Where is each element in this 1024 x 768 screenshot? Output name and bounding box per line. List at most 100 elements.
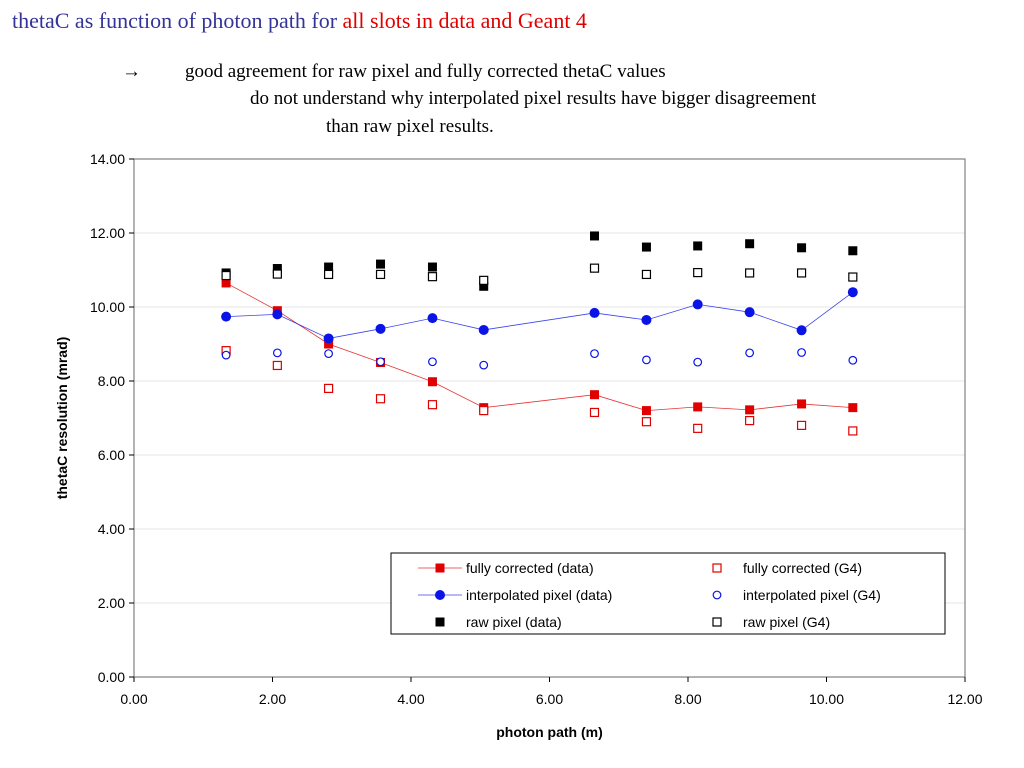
legend-label: interpolated pixel (data) bbox=[466, 587, 612, 603]
data-point-series-0 bbox=[693, 402, 703, 412]
data-point-series-5 bbox=[589, 263, 600, 273]
data-point-series-3 bbox=[745, 348, 755, 358]
arrow-icon: → bbox=[122, 61, 141, 82]
data-point-series-1 bbox=[323, 383, 334, 393]
legend-label: fully corrected (data) bbox=[466, 560, 594, 576]
y-tick-label: 4.00 bbox=[98, 521, 125, 537]
data-point-series-5 bbox=[323, 269, 334, 280]
slide-title-part2: all slots in data and Geant 4 bbox=[342, 8, 587, 33]
data-point-series-5 bbox=[745, 268, 755, 278]
data-point-series-1 bbox=[641, 417, 652, 427]
data-point-series-2 bbox=[692, 299, 703, 310]
data-point-series-4 bbox=[376, 259, 386, 269]
data-point-series-0 bbox=[848, 403, 858, 413]
data-point-series-4 bbox=[693, 241, 703, 251]
note-line-1: good agreement for raw pixel and fully c… bbox=[185, 61, 666, 82]
note-line-2: do not understand why interpolated pixel… bbox=[250, 88, 817, 109]
data-point-series-0 bbox=[590, 390, 600, 400]
data-point-series-1 bbox=[848, 426, 858, 436]
data-point-series-3 bbox=[797, 348, 806, 357]
data-point-series-4 bbox=[797, 243, 807, 253]
data-point-series-3 bbox=[376, 357, 385, 367]
legend-marker bbox=[435, 563, 445, 573]
data-point-series-4 bbox=[745, 239, 755, 249]
data-point-series-5 bbox=[693, 267, 703, 278]
data-point-series-0 bbox=[641, 406, 651, 416]
data-point-series-5 bbox=[221, 270, 231, 281]
series-line-2 bbox=[226, 291, 854, 339]
data-point-series-5 bbox=[427, 272, 438, 282]
data-point-series-0 bbox=[427, 377, 437, 387]
legend-marker bbox=[712, 590, 722, 600]
legend-label: raw pixel (data) bbox=[466, 614, 562, 630]
data-point-series-2 bbox=[847, 287, 858, 298]
data-point-series-5 bbox=[479, 275, 489, 285]
data-point-series-2 bbox=[478, 324, 489, 335]
y-tick-label: 0.00 bbox=[98, 669, 125, 685]
legend-marker bbox=[712, 563, 722, 573]
legend-label: raw pixel (G4) bbox=[743, 614, 830, 630]
data-point-series-4 bbox=[427, 262, 437, 272]
legend-marker bbox=[435, 590, 445, 600]
data-point-series-0 bbox=[221, 278, 231, 288]
data-point-series-1 bbox=[427, 400, 438, 410]
data-point-series-0 bbox=[745, 405, 755, 415]
legend-marker bbox=[435, 617, 445, 627]
data-point-series-5 bbox=[375, 269, 386, 280]
data-point-series-1 bbox=[375, 394, 386, 404]
legend-label: fully corrected (G4) bbox=[743, 560, 862, 576]
data-point-series-3 bbox=[479, 360, 489, 370]
data-point-series-3 bbox=[848, 355, 858, 365]
data-point-series-4 bbox=[590, 231, 600, 241]
data-point-series-2 bbox=[796, 325, 807, 336]
data-point-series-1 bbox=[272, 360, 282, 371]
data-point-series-0 bbox=[797, 399, 807, 409]
y-tick-label: 10.00 bbox=[90, 299, 125, 315]
slide-title-part1: thetaC as function of photon path for bbox=[12, 8, 343, 33]
note-line-3: than raw pixel results. bbox=[326, 116, 494, 137]
data-point-series-4 bbox=[848, 246, 858, 256]
y-tick-label: 2.00 bbox=[98, 595, 125, 611]
data-point-series-5 bbox=[272, 269, 282, 279]
x-tick-label: 0.00 bbox=[120, 691, 147, 707]
slide-title: thetaC as function of photon path for al… bbox=[12, 8, 587, 34]
data-point-series-5 bbox=[641, 269, 652, 280]
data-point-series-5 bbox=[848, 272, 858, 282]
series-line-0 bbox=[225, 282, 853, 412]
data-point-series-3 bbox=[272, 348, 282, 358]
x-tick-label: 12.00 bbox=[947, 691, 982, 707]
data-point-series-3 bbox=[428, 357, 437, 367]
x-tick-label: 10.00 bbox=[809, 691, 844, 707]
data-point-series-1 bbox=[479, 406, 489, 416]
x-tick-label: 6.00 bbox=[536, 691, 563, 707]
data-point-series-2 bbox=[744, 307, 755, 318]
data-point-series-4 bbox=[324, 262, 334, 272]
legend-marker bbox=[712, 617, 722, 627]
data-point-series-1 bbox=[589, 407, 600, 418]
data-point-series-2 bbox=[375, 323, 386, 334]
data-point-series-3 bbox=[693, 357, 703, 367]
data-point-series-1 bbox=[796, 420, 807, 430]
legend bbox=[390, 552, 946, 635]
y-tick-label: 12.00 bbox=[90, 225, 125, 241]
data-point-series-2 bbox=[641, 314, 652, 325]
data-point-series-5 bbox=[796, 268, 807, 278]
x-tick-label: 4.00 bbox=[397, 691, 424, 707]
data-point-series-2 bbox=[589, 307, 600, 318]
data-point-series-3 bbox=[642, 355, 651, 365]
data-point-series-2 bbox=[221, 311, 232, 322]
data-point-series-3 bbox=[221, 350, 231, 360]
data-point-series-4 bbox=[272, 264, 282, 274]
legend-label: interpolated pixel (G4) bbox=[743, 587, 881, 603]
y-axis-label: thetaC resolution (mrad) bbox=[54, 337, 70, 500]
x-tick-label: 8.00 bbox=[674, 691, 701, 707]
x-tick-label: 2.00 bbox=[259, 691, 286, 707]
data-point-series-4 bbox=[641, 242, 651, 252]
y-tick-label: 6.00 bbox=[98, 447, 125, 463]
y-tick-label: 14.00 bbox=[90, 151, 125, 167]
data-point-series-4 bbox=[479, 281, 489, 291]
data-point-series-3 bbox=[590, 349, 599, 359]
data-point-series-3 bbox=[324, 349, 333, 359]
y-tick-label: 8.00 bbox=[98, 373, 125, 389]
